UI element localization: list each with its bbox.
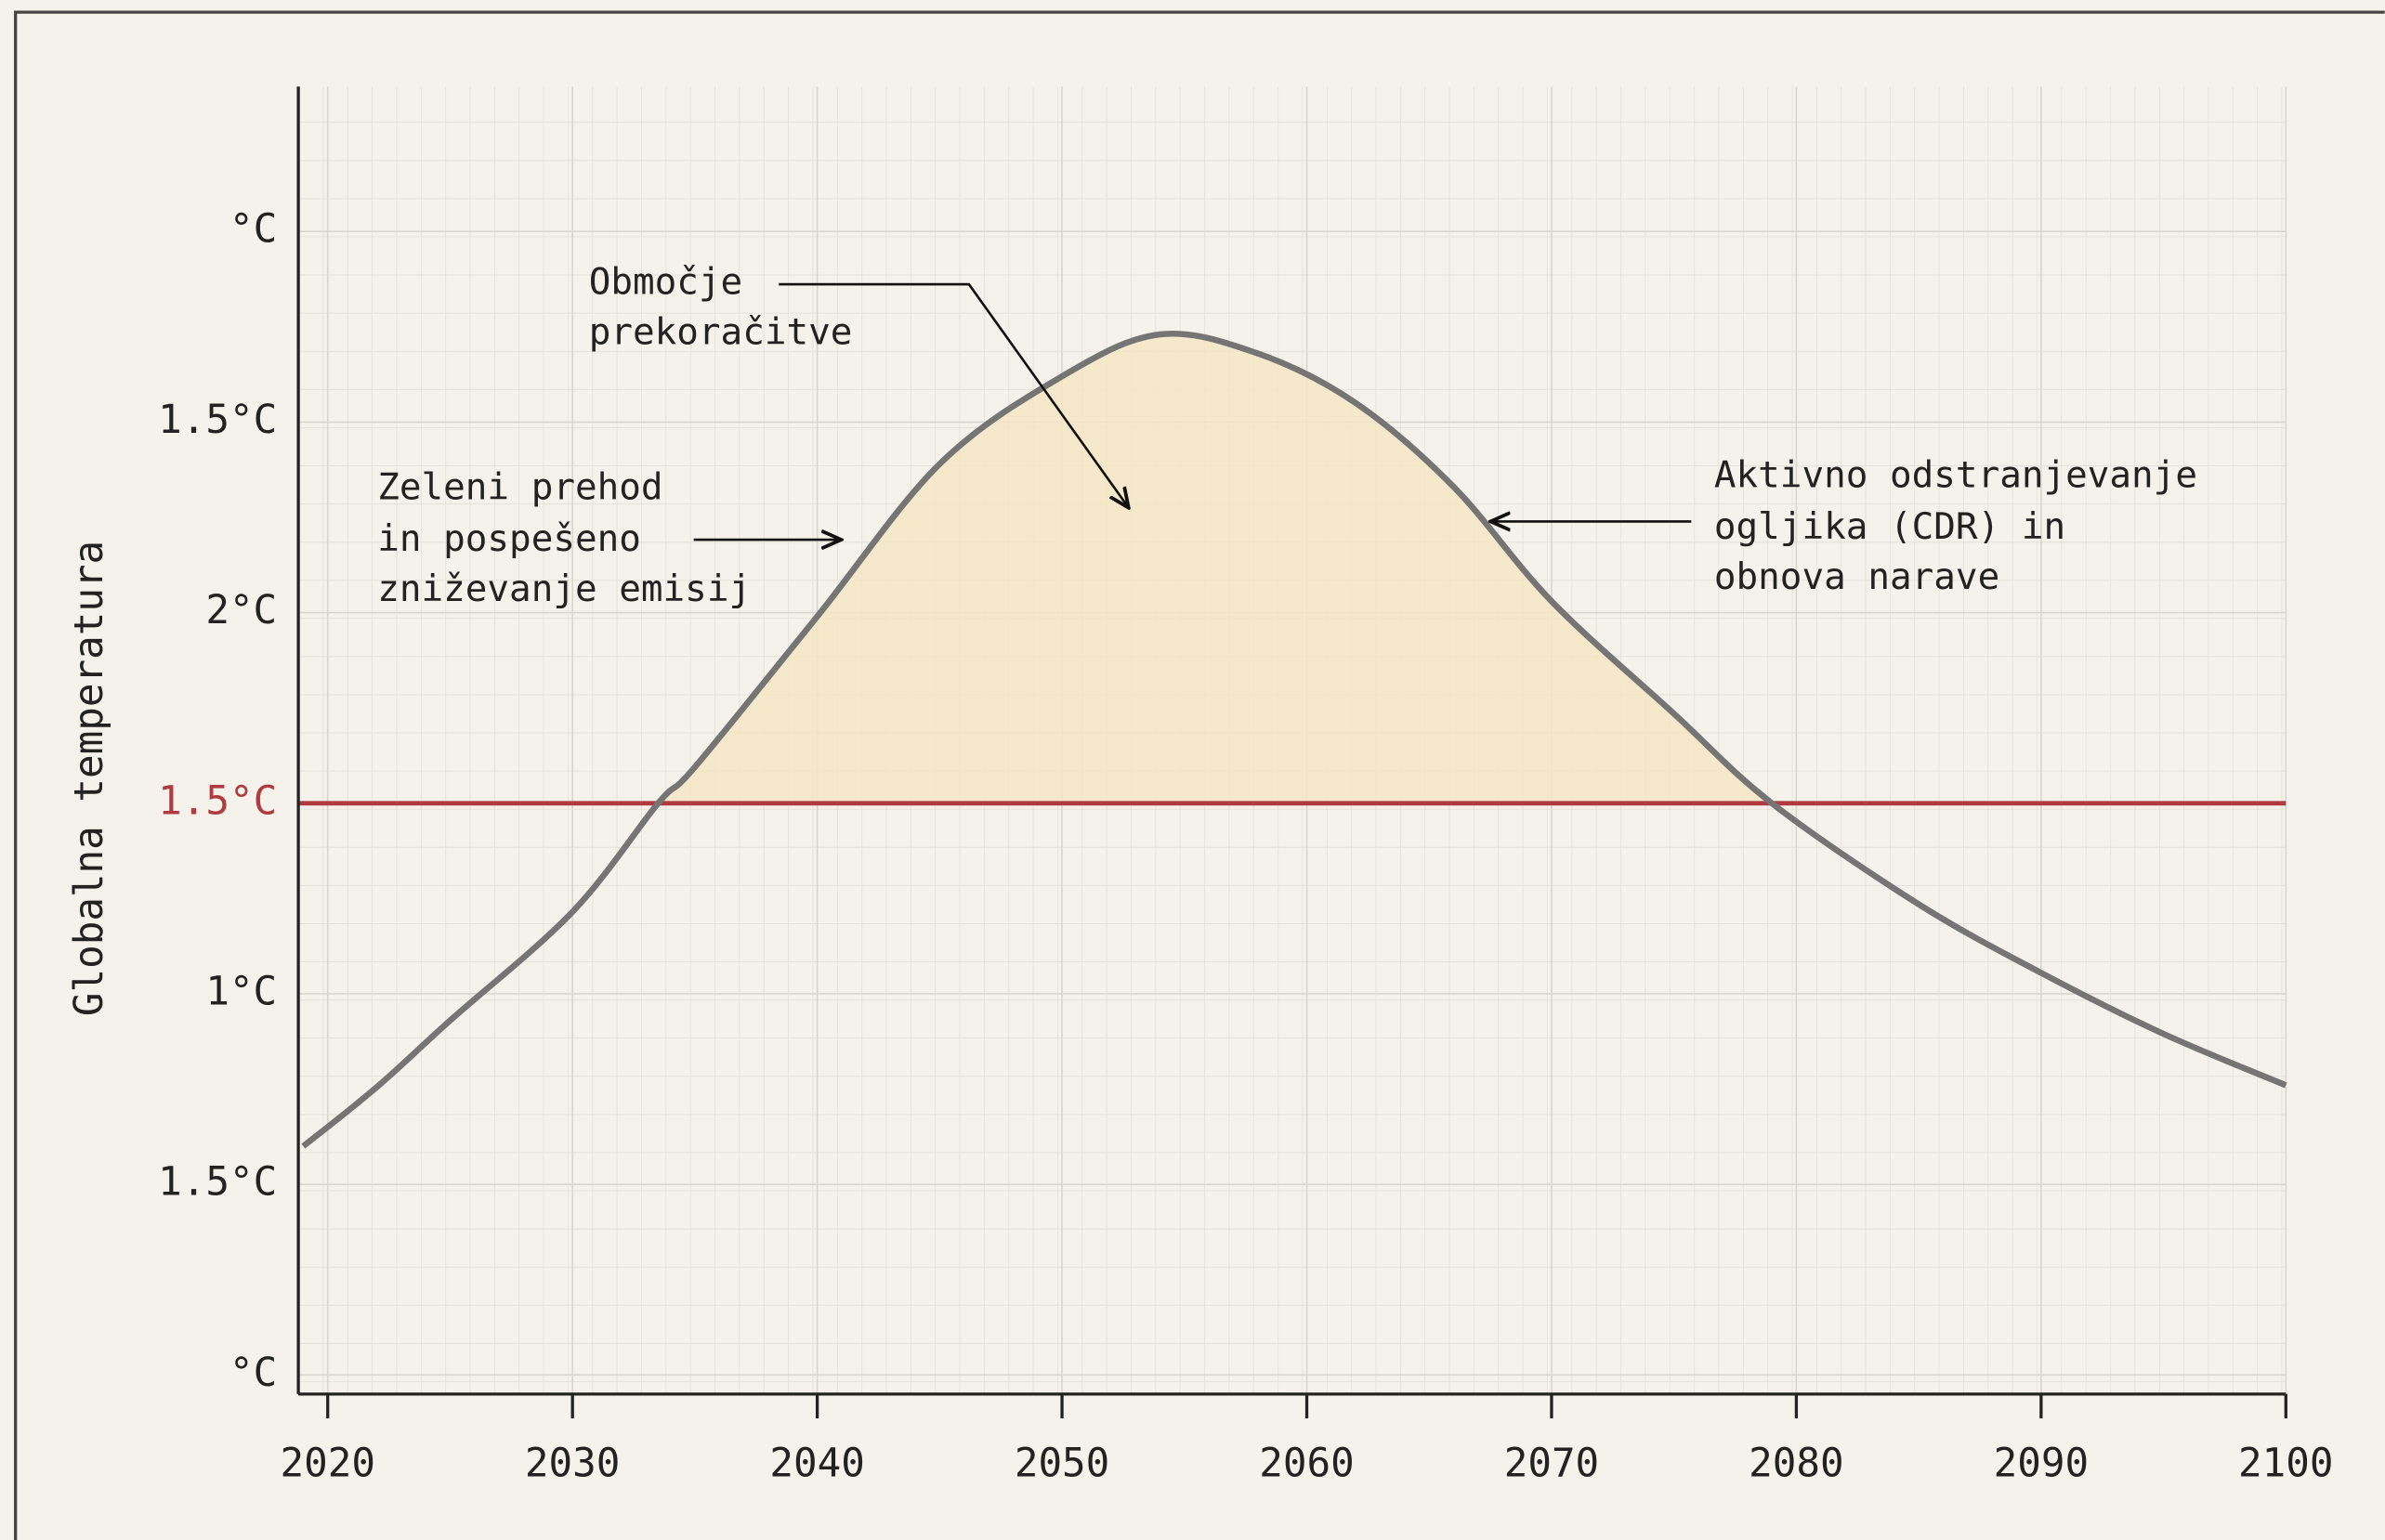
line <box>301 331 2287 1149</box>
y-tick-label: 1.5°C <box>158 778 277 824</box>
x-tick-label: 2030 <box>525 1441 620 1486</box>
x-tick-label: 2060 <box>1259 1441 1354 1486</box>
x-tick-label: 2050 <box>1015 1441 1109 1486</box>
annotation-text: ogljika (CDR) in <box>1714 506 2065 548</box>
annotation-text: Aktivno odstranjevanje <box>1714 454 2197 496</box>
annotation-cdr: Aktivno odstranjevanje ogljika (CDR) in … <box>1490 454 2197 598</box>
y-tick-label: 1.5°C <box>158 398 277 443</box>
y-tick-label: °C <box>229 1351 277 1396</box>
x-tick-label: 2090 <box>1994 1441 2089 1486</box>
y-axis-label: Globalna temperatura <box>67 541 112 1016</box>
y-tick-label: 1.5°C <box>158 1160 277 1206</box>
overshoot-area <box>303 333 2287 803</box>
x-tick-label: 2020 <box>280 1441 374 1486</box>
annotation-text: prekoračitve <box>589 312 853 354</box>
y-tick-label: 1°C <box>205 969 277 1014</box>
x-tick-label: 2070 <box>1504 1441 1599 1486</box>
annotation-overshoot: Območje prekoračitve <box>589 262 1129 508</box>
x-tick-label: 2040 <box>769 1441 864 1486</box>
frame <box>14 10 2385 1540</box>
annotation-arrow <box>779 282 1128 508</box>
annotation-text: Območje <box>589 262 742 304</box>
annotation-green: Zeleni prehod in pospešeno zniževanje em… <box>377 467 841 610</box>
annotation-text: Zeleni prehod <box>377 467 662 509</box>
annotation-text: zniževanje emisij <box>377 568 751 610</box>
x-tick-label: 2100 <box>2238 1441 2333 1486</box>
x-tick-label: 2080 <box>1749 1441 1843 1486</box>
annotation-text: obnova narave <box>1714 556 1999 598</box>
y-tick-label: 2°C <box>205 588 277 633</box>
y-tick-label: °C <box>229 207 277 253</box>
annotation-text: in pospešeno <box>377 518 641 560</box>
